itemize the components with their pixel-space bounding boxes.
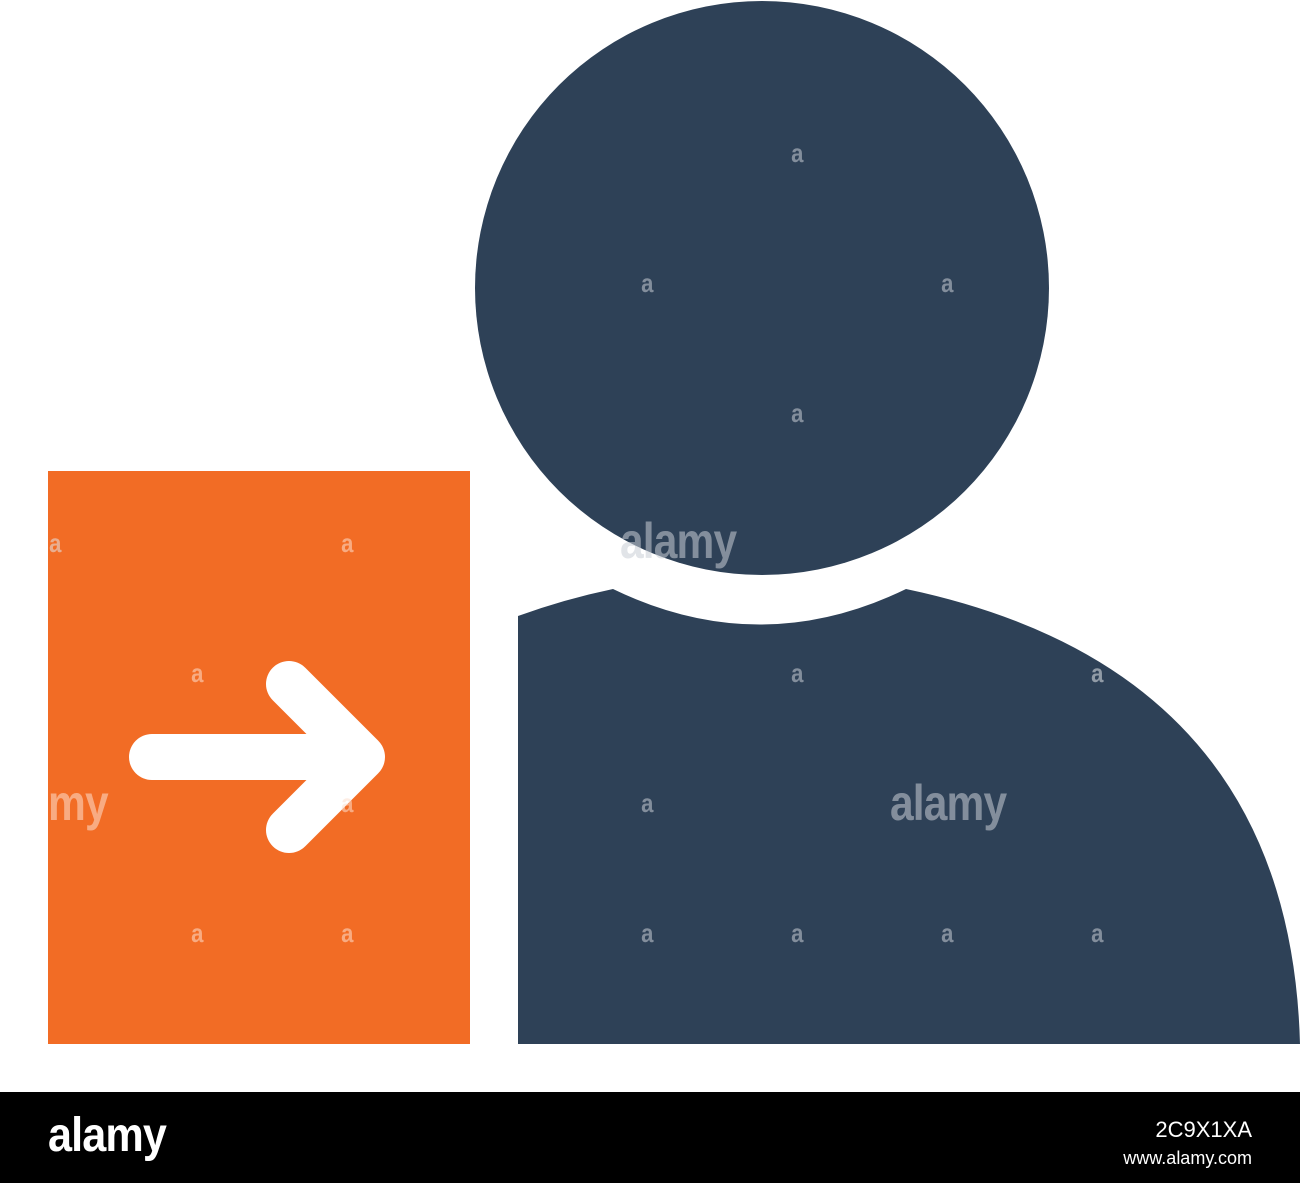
image-id: 2C9X1XA: [1155, 1117, 1252, 1142]
arrow-right-icon: [129, 661, 385, 853]
stock-footer-bar: alamy 2C9X1XA www.alamy.com: [0, 1092, 1300, 1183]
site-url: www.alamy.com: [1123, 1148, 1252, 1168]
user-body-icon: [518, 589, 1300, 1044]
user-head-icon: [475, 1, 1049, 575]
brand-logo: alamy: [48, 1109, 167, 1162]
export-user-illustration: [48, 1, 1300, 1044]
